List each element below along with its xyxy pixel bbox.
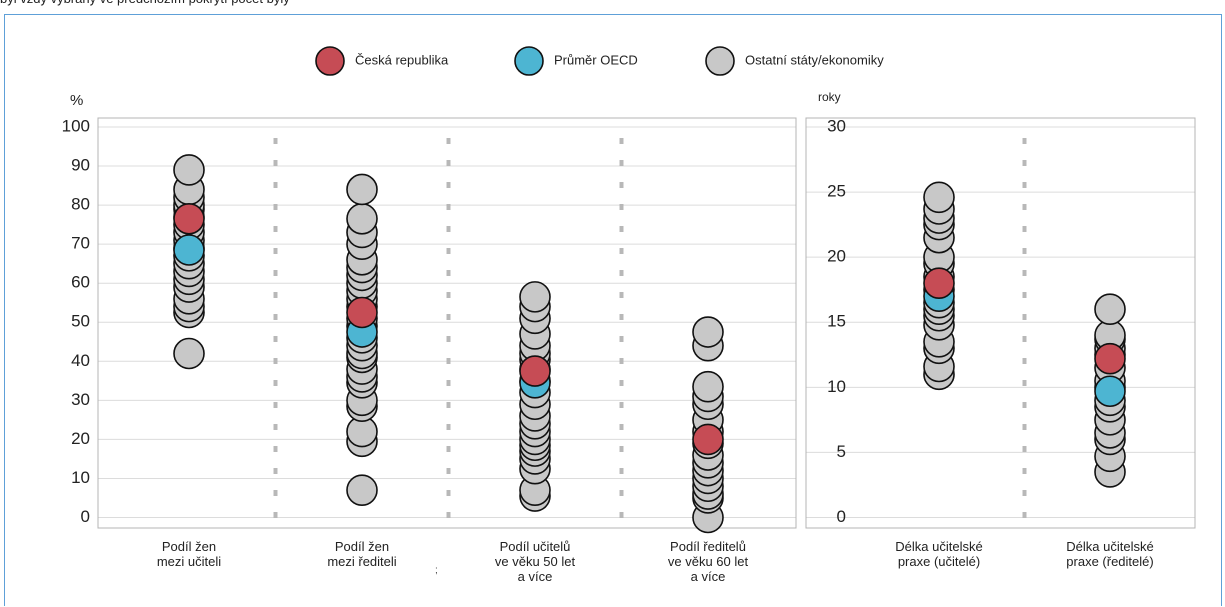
y-axis-label: %: [70, 92, 83, 109]
y-tick-label: 100: [62, 116, 90, 135]
legend-marker: [315, 46, 345, 76]
legend-marker: [514, 46, 544, 76]
legend-item: Průměr OECD: [514, 46, 638, 76]
category-label: Podíl žen mezi učiteli: [157, 539, 221, 569]
data-point: [1094, 293, 1126, 326]
category-label: Podíl učitelů ve věku 50 let a více: [495, 539, 576, 584]
data-point: [923, 181, 955, 214]
data-point: [692, 370, 724, 403]
legend-label: Ostatní státy/ekonomiky: [745, 52, 884, 67]
category-label: Podíl ředitelů ve věku 60 let a více: [668, 539, 749, 584]
data-point: [173, 234, 205, 266]
y-tick-label: 10: [827, 377, 846, 396]
category-label-line: a více: [518, 569, 553, 584]
data-point: [173, 202, 205, 235]
y-tick-label: 40: [71, 351, 90, 370]
data-point: [173, 154, 205, 186]
legend-item: Ostatní státy/ekonomiky: [705, 46, 884, 76]
category-label-line: Délka učitelské: [1066, 539, 1153, 554]
category-label-line: Délka učitelské: [895, 539, 982, 554]
data-point: [346, 474, 378, 506]
clipped-header-text: byl vždy vybrány ve předchozím pokrytí p…: [0, 0, 760, 9]
category-label-line: Podíl ředitelů: [670, 539, 746, 554]
category-label-line: ve věku 60 let: [668, 554, 749, 569]
legend-item: Česká republika: [315, 46, 449, 76]
category-label-line: Podíl učitelů: [500, 539, 571, 554]
category-label-line: mezi řediteli: [327, 554, 396, 569]
y-tick-label: 80: [71, 195, 90, 214]
data-point: [923, 267, 955, 300]
stray-mark: ;: [435, 565, 438, 576]
y-tick-label: 90: [71, 156, 90, 175]
category-label: Podíl žen mezi řediteli: [327, 539, 396, 569]
plot-area-border: [97, 117, 797, 529]
category-label-line: mezi učiteli: [157, 554, 221, 569]
y-tick-label: 25: [827, 182, 846, 201]
data-point: [1094, 375, 1126, 408]
y-tick-label: 30: [71, 390, 90, 409]
y-tick-label: 15: [827, 312, 846, 331]
y-tick-label: 20: [827, 247, 846, 266]
plot-area-border: [805, 117, 1196, 529]
legend-label: Průměr OECD: [554, 52, 638, 67]
y-tick-label: 0: [837, 507, 846, 526]
y-tick-label: 5: [837, 442, 846, 461]
category-label: Délka učitelské praxe (učitelé): [895, 539, 982, 569]
data-point: [692, 423, 724, 456]
data-point: [346, 296, 378, 329]
category-label: Délka učitelské praxe (ředitelé): [1066, 539, 1153, 569]
data-point: [346, 173, 378, 206]
legend-label: Česká republika: [355, 52, 449, 67]
data-point: [519, 355, 551, 387]
category-label-line: praxe (učitelé): [898, 554, 980, 569]
category-label-line: ve věku 50 let: [495, 554, 576, 569]
category-label-line: praxe (ředitelé): [1066, 554, 1153, 569]
data-point: [173, 337, 205, 370]
y-tick-label: 60: [71, 273, 90, 292]
category-label-line: Podíl žen: [335, 539, 389, 554]
figure-frame: Česká republika Průměr OECD Ostatní státy/…: [4, 14, 1222, 606]
data-point: [346, 202, 378, 235]
y-tick-label: 30: [827, 116, 846, 135]
y-axis-label: roky: [818, 90, 841, 104]
data-point: [692, 316, 724, 348]
data-point: [1094, 342, 1126, 375]
y-tick-label: 50: [71, 312, 90, 331]
y-tick-label: 20: [71, 429, 90, 448]
y-tick-label: 0: [81, 507, 90, 526]
category-label-line: Podíl žen: [162, 539, 216, 554]
category-label-line: a více: [691, 569, 726, 584]
legend-marker: [705, 46, 735, 76]
y-tick-label: 70: [71, 234, 90, 253]
y-tick-label: 10: [71, 468, 90, 487]
data-point: [519, 281, 551, 313]
chart-canvas: Česká republika Průměr OECD Ostatní státy/…: [62, 46, 1196, 584]
